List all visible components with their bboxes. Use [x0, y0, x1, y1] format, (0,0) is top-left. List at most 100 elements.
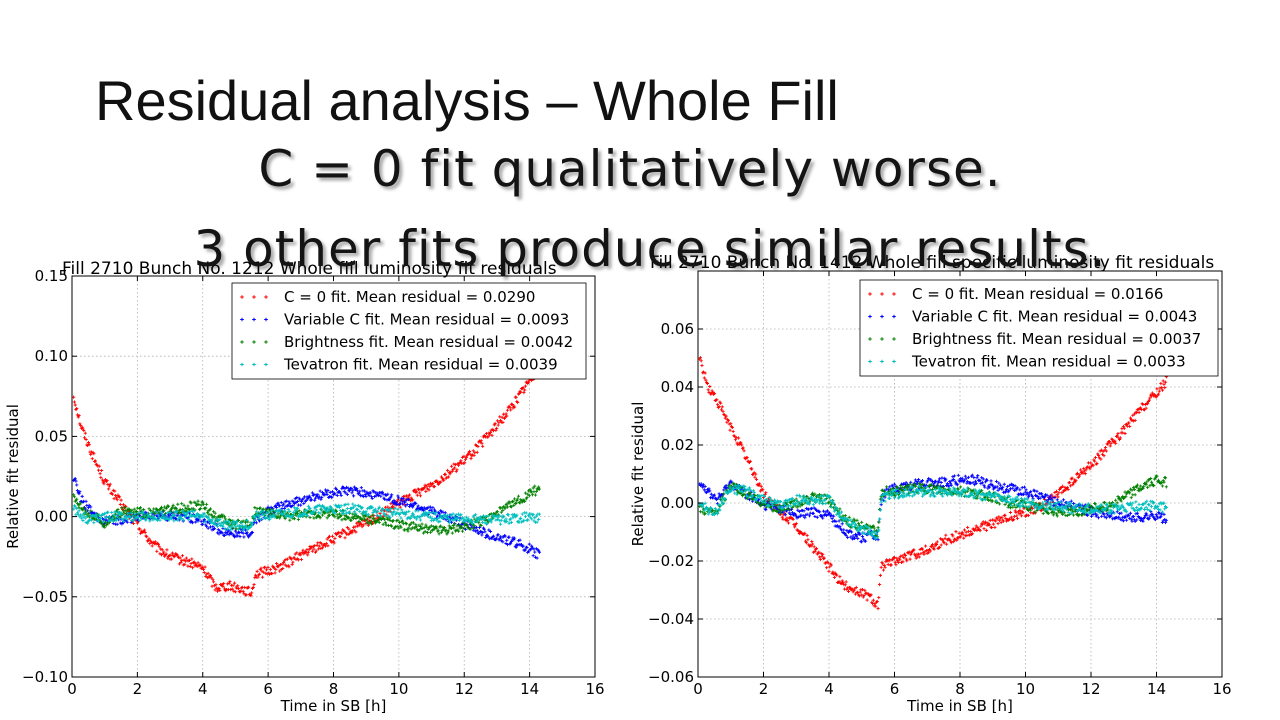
- data-point: [1107, 501, 1112, 505]
- data-point: [839, 510, 844, 514]
- data-point: [453, 522, 457, 526]
- data-point: [945, 542, 949, 546]
- data-point: [804, 506, 808, 511]
- data-point: [1088, 467, 1092, 471]
- data-point: [122, 516, 126, 520]
- data-point: [422, 486, 426, 490]
- data-point: [83, 431, 87, 435]
- data-point: [1014, 510, 1018, 515]
- data-point: [699, 359, 703, 363]
- data-point: [409, 496, 413, 500]
- data-point: [528, 488, 532, 492]
- data-point: [1121, 506, 1126, 510]
- data-point: [1100, 503, 1104, 507]
- data-point: [1135, 485, 1139, 489]
- data-point: [521, 544, 525, 548]
- data-point: [472, 524, 476, 528]
- data-point: [702, 376, 706, 380]
- data-point: [886, 493, 890, 497]
- data-point: [843, 514, 847, 518]
- data-point: [434, 511, 438, 515]
- data-point: [179, 560, 183, 565]
- data-point: [1121, 519, 1126, 523]
- data-point: [801, 514, 805, 518]
- data-point: [429, 524, 433, 528]
- data-point: [535, 556, 539, 560]
- data-point: [438, 519, 442, 523]
- data-point: [439, 524, 443, 528]
- data-point: [922, 487, 926, 492]
- data-point: [479, 523, 483, 528]
- data-point: [872, 526, 876, 530]
- data-point: [987, 485, 992, 489]
- data-point: [110, 516, 115, 520]
- data-point: [286, 507, 290, 512]
- data-point: [1129, 503, 1133, 507]
- data-point: [217, 586, 221, 591]
- data-point: [901, 560, 905, 564]
- data-point: [295, 551, 299, 555]
- data-point: [156, 513, 160, 517]
- data-point: [129, 520, 133, 525]
- data-point: [518, 501, 522, 505]
- data-point: [281, 561, 286, 565]
- data-point: [477, 525, 482, 530]
- data-point: [1094, 508, 1098, 513]
- legend-entry: C = 0 fit. Mean residual = 0.0290: [284, 288, 535, 306]
- data-point: [1011, 505, 1015, 509]
- data-point: [494, 538, 498, 542]
- data-point: [339, 493, 343, 498]
- data-point: [960, 476, 964, 480]
- data-point: [362, 517, 367, 521]
- data-point: [359, 522, 363, 526]
- data-point: [323, 488, 328, 492]
- x-tick-label: 10: [389, 680, 408, 698]
- data-point: [220, 531, 224, 535]
- data-point: [730, 425, 734, 430]
- data-point: [993, 525, 997, 529]
- data-point: [1045, 503, 1049, 507]
- data-point: [479, 530, 483, 534]
- data-point: [1050, 499, 1054, 503]
- data-point: [237, 531, 241, 535]
- data-point: [733, 438, 738, 442]
- data-point: [1075, 471, 1080, 475]
- data-point: [411, 498, 415, 502]
- data-point: [449, 464, 454, 468]
- data-point: [353, 525, 357, 529]
- data-point: [878, 508, 882, 512]
- data-point: [1102, 454, 1106, 458]
- data-point: [167, 518, 171, 522]
- data-point: [259, 517, 263, 522]
- data-point: [446, 529, 451, 533]
- data-point: [233, 590, 237, 594]
- data-point: [214, 523, 218, 527]
- data-point: [994, 519, 998, 523]
- data-point: [1059, 508, 1063, 512]
- data-point: [920, 478, 925, 483]
- data-point: [939, 492, 943, 497]
- data-point: [325, 492, 329, 497]
- data-point: [393, 506, 397, 511]
- data-point: [84, 520, 88, 525]
- data-point: [452, 526, 456, 530]
- data-point: [1026, 497, 1030, 501]
- data-point: [388, 515, 392, 519]
- data-point: [1030, 494, 1034, 499]
- data-point: [222, 533, 227, 538]
- data-point: [838, 512, 842, 516]
- data-point: [241, 528, 245, 532]
- data-point: [1066, 510, 1070, 514]
- data-point: [1145, 513, 1149, 517]
- data-point: [1163, 386, 1167, 390]
- data-point: [531, 512, 535, 517]
- data-point: [308, 544, 312, 549]
- data-point: [1132, 419, 1136, 423]
- data-point: [948, 486, 952, 491]
- data-point: [1084, 468, 1088, 472]
- data-point: [502, 514, 506, 518]
- data-point: [397, 520, 402, 525]
- data-point: [514, 501, 518, 505]
- data-point: [503, 506, 507, 510]
- data-point: [170, 557, 174, 561]
